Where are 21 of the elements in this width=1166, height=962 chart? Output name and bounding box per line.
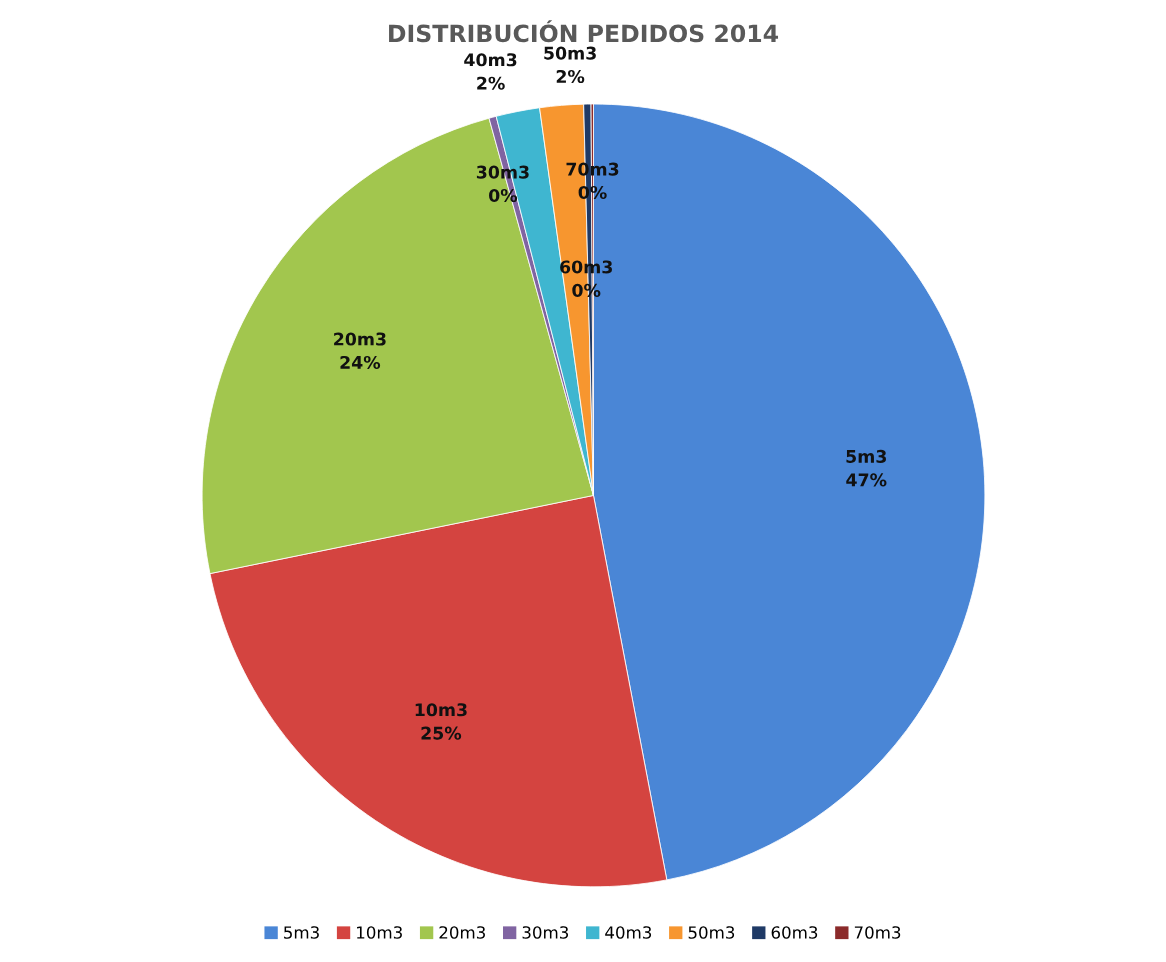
legend-label: 10m3 <box>357 926 402 939</box>
legend-label: 5m3 <box>284 926 319 939</box>
slice-label: 70m3 <box>566 162 619 176</box>
data-label: 47% <box>846 473 887 487</box>
slice-label: 10m3 <box>415 703 467 717</box>
data-label: 2% <box>477 76 505 90</box>
slice-label: 40m3 <box>464 53 517 67</box>
legend-label: 60m3 <box>771 926 818 939</box>
legend-label: 20m3 <box>439 926 485 939</box>
data-label: 2% <box>556 69 585 84</box>
slice-label: 5m3 <box>846 449 886 463</box>
legend-label: 30m3 <box>522 926 569 939</box>
legend-label: 70m3 <box>854 926 901 939</box>
data-label: 24% <box>340 355 381 370</box>
slice-label: 50m3 <box>544 46 596 60</box>
legend-label: 50m3 <box>688 926 735 939</box>
data-label: 25% <box>421 726 462 740</box>
data-label: 0% <box>578 185 607 200</box>
legend-label: 40m3 <box>605 926 652 939</box>
slice-label: 20m3 <box>334 332 386 346</box>
chart-title: DISTRIBUCIÓN PEDIDOS 2014 <box>389 20 779 43</box>
